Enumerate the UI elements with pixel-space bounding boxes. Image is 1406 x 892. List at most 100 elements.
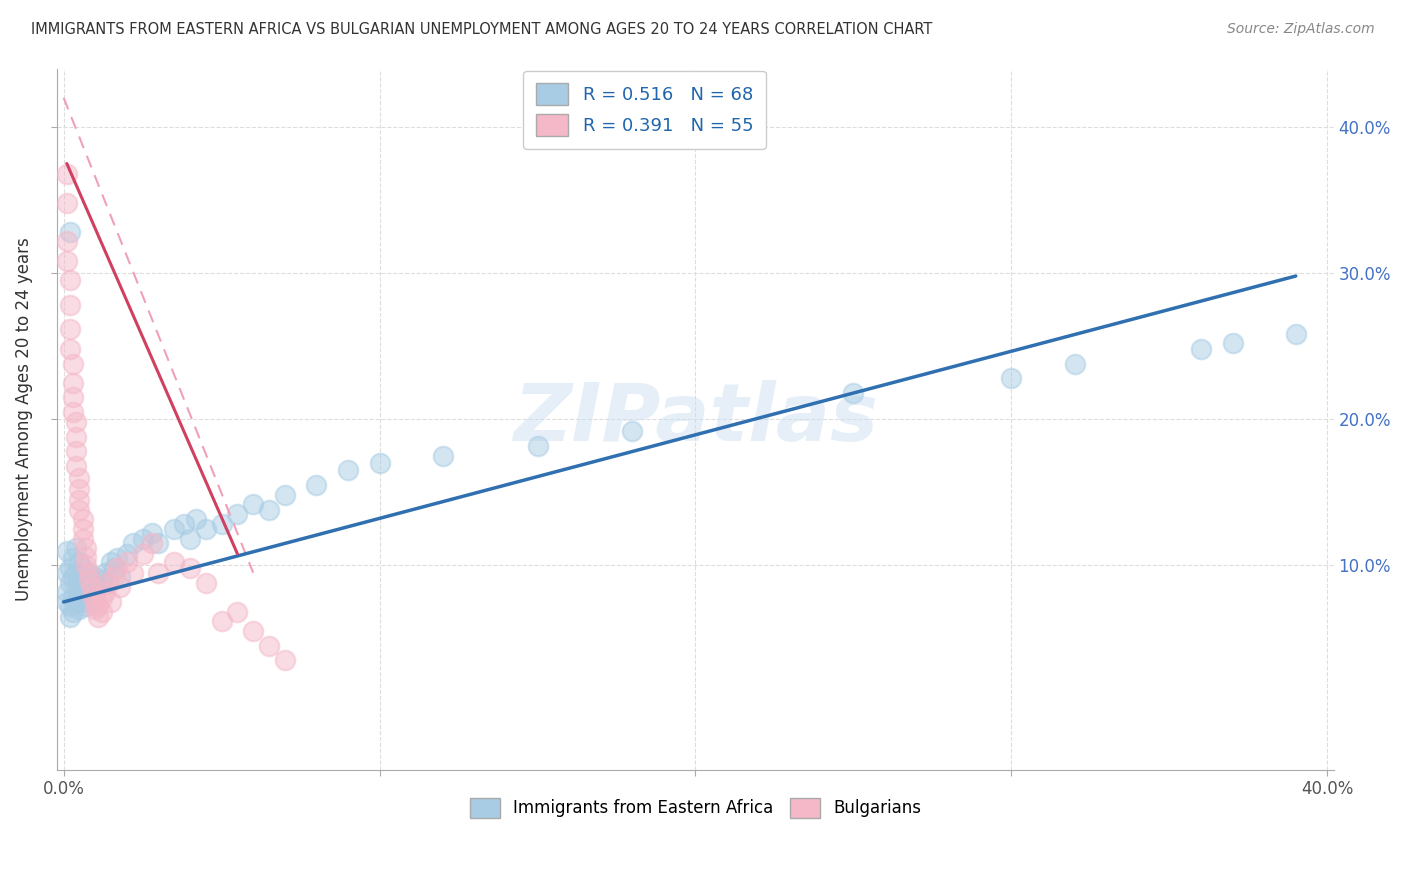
Point <box>90 605 112 619</box>
Point <box>62 591 84 605</box>
Point <box>67 602 90 616</box>
Point <box>336 463 359 477</box>
Point <box>122 566 145 580</box>
Point <box>141 526 163 541</box>
Point <box>65 566 87 580</box>
Point <box>100 595 122 609</box>
Point <box>59 225 82 239</box>
Point <box>67 556 90 570</box>
Point <box>131 547 153 561</box>
Point <box>77 566 100 580</box>
Point <box>65 458 87 473</box>
Point <box>77 588 100 602</box>
Point <box>67 471 90 485</box>
Point <box>110 580 132 594</box>
Point <box>131 532 153 546</box>
Point <box>59 561 82 575</box>
Point <box>65 580 87 594</box>
Point <box>526 439 548 453</box>
Point <box>103 570 125 584</box>
Point <box>75 558 97 573</box>
Text: Source: ZipAtlas.com: Source: ZipAtlas.com <box>1227 22 1375 37</box>
Point <box>65 430 87 444</box>
Point <box>67 492 90 507</box>
Point <box>163 522 186 536</box>
Y-axis label: Unemployment Among Ages 20 to 24 years: Unemployment Among Ages 20 to 24 years <box>15 237 32 601</box>
Point <box>55 543 77 558</box>
Point <box>65 444 87 458</box>
Point <box>55 584 77 599</box>
Point <box>305 478 328 492</box>
Point <box>55 595 77 609</box>
Point <box>173 517 195 532</box>
Point <box>242 624 264 639</box>
Point <box>80 580 103 594</box>
Point <box>62 405 84 419</box>
Point <box>84 602 107 616</box>
Point <box>105 561 128 575</box>
Point <box>55 254 77 268</box>
Point <box>62 390 84 404</box>
Point <box>80 576 103 591</box>
Point <box>179 532 201 546</box>
Point <box>67 503 90 517</box>
Point <box>194 576 217 591</box>
Point <box>211 614 233 628</box>
Point <box>368 456 391 470</box>
Point <box>100 556 122 570</box>
Point <box>62 605 84 619</box>
Point <box>90 591 112 605</box>
Point <box>75 570 97 584</box>
Point <box>87 609 110 624</box>
Text: ZIPatlas: ZIPatlas <box>513 380 877 458</box>
Point <box>97 576 120 591</box>
Point <box>1000 371 1022 385</box>
Point <box>84 584 107 599</box>
Point <box>75 541 97 555</box>
Point <box>59 342 82 356</box>
Point <box>62 551 84 566</box>
Point <box>59 609 82 624</box>
Point <box>432 449 454 463</box>
Point <box>211 517 233 532</box>
Point <box>141 536 163 550</box>
Point <box>75 549 97 564</box>
Point <box>93 584 115 599</box>
Point <box>67 588 90 602</box>
Point <box>115 547 138 561</box>
Point <box>110 570 132 584</box>
Point <box>115 556 138 570</box>
Point <box>257 639 280 653</box>
Point <box>62 376 84 390</box>
Point <box>77 566 100 580</box>
Point <box>842 386 865 401</box>
Point <box>179 561 201 575</box>
Point <box>62 357 84 371</box>
Point <box>65 415 87 429</box>
Point <box>75 580 97 594</box>
Point <box>80 588 103 602</box>
Point <box>59 298 82 312</box>
Point <box>65 541 87 555</box>
Point <box>163 556 186 570</box>
Point <box>84 570 107 584</box>
Point <box>242 497 264 511</box>
Point <box>621 424 644 438</box>
Point <box>72 576 94 591</box>
Point <box>1189 342 1212 356</box>
Point <box>257 503 280 517</box>
Point <box>194 522 217 536</box>
Point <box>84 595 107 609</box>
Point <box>97 576 120 591</box>
Point <box>59 273 82 287</box>
Point <box>93 566 115 580</box>
Point <box>67 483 90 497</box>
Point <box>65 595 87 609</box>
Point <box>77 573 100 587</box>
Point <box>72 522 94 536</box>
Point <box>59 576 82 591</box>
Point <box>59 321 82 335</box>
Point <box>55 566 77 580</box>
Point <box>55 196 77 211</box>
Point <box>72 511 94 525</box>
